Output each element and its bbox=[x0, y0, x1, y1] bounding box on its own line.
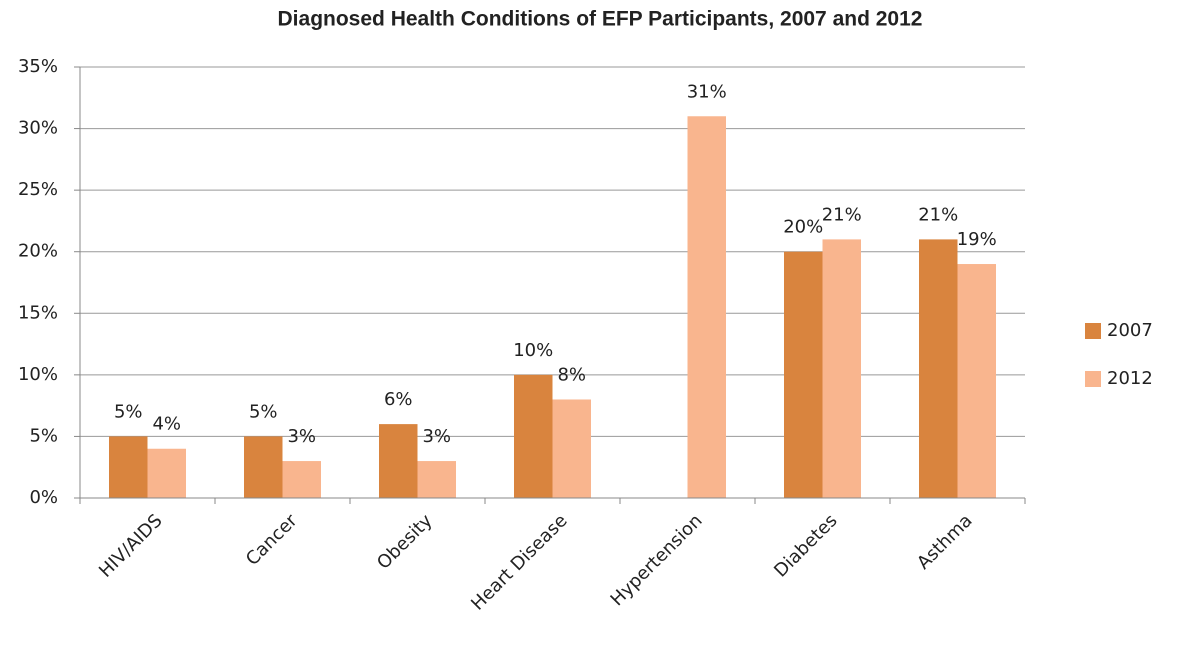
value-label: 5% bbox=[114, 401, 143, 422]
value-label: 3% bbox=[287, 426, 316, 447]
bar bbox=[552, 399, 591, 498]
x-tick-label: Asthma bbox=[913, 510, 976, 573]
y-tick-label: 20% bbox=[18, 241, 58, 262]
legend-label: 2012 bbox=[1107, 368, 1153, 389]
x-tick-label: Obesity bbox=[373, 510, 437, 574]
value-label: 4% bbox=[152, 414, 181, 435]
x-tick-label: Heart Disease bbox=[467, 510, 571, 614]
bar bbox=[957, 264, 996, 498]
y-tick-label: 15% bbox=[18, 302, 58, 323]
bar bbox=[687, 116, 726, 498]
bar bbox=[109, 436, 148, 498]
bar bbox=[244, 436, 283, 498]
y-tick-label: 35% bbox=[18, 56, 58, 77]
value-label: 5% bbox=[249, 401, 278, 422]
x-tick-label: Cancer bbox=[242, 510, 302, 570]
value-label: 20% bbox=[783, 217, 823, 238]
x-tick-label: Diabetes bbox=[770, 510, 841, 581]
y-tick-label: 10% bbox=[18, 364, 58, 385]
legend-swatch bbox=[1085, 371, 1101, 387]
y-tick-label: 0% bbox=[29, 487, 58, 508]
x-tick-label: HIV/AIDS bbox=[95, 510, 167, 582]
bar bbox=[147, 448, 186, 498]
y-tick-label: 5% bbox=[29, 425, 58, 446]
bar bbox=[822, 239, 861, 498]
legend-label: 2007 bbox=[1107, 320, 1153, 341]
value-label: 19% bbox=[957, 229, 997, 250]
y-tick-label: 30% bbox=[18, 118, 58, 139]
value-label: 31% bbox=[687, 81, 727, 102]
bar bbox=[282, 461, 321, 498]
bar bbox=[514, 374, 553, 498]
value-label: 10% bbox=[513, 340, 553, 361]
bar bbox=[919, 239, 958, 498]
legend-swatch bbox=[1085, 323, 1101, 339]
value-label: 21% bbox=[918, 204, 958, 225]
bar bbox=[784, 251, 823, 498]
y-tick-label: 25% bbox=[18, 179, 58, 200]
value-label: 6% bbox=[384, 389, 413, 410]
chart-title: Diagnosed Health Conditions of EFP Parti… bbox=[278, 8, 923, 31]
value-label: 8% bbox=[557, 364, 586, 385]
value-label: 3% bbox=[422, 426, 451, 447]
bar bbox=[417, 461, 456, 498]
value-label: 21% bbox=[822, 204, 862, 225]
x-tick-label: Hypertension bbox=[607, 510, 707, 610]
bar bbox=[379, 424, 418, 498]
